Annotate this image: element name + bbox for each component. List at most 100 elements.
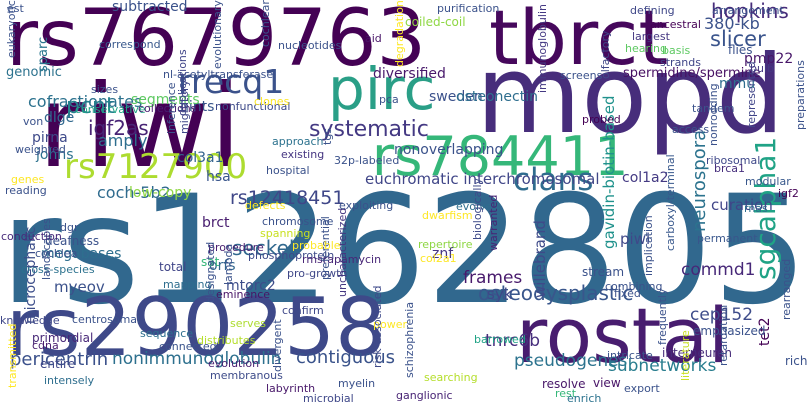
word-frequently: frequently bbox=[656, 288, 669, 346]
word-chromosome: chromosome bbox=[262, 215, 334, 228]
word-bulb: bulb bbox=[750, 62, 774, 75]
word-distributes: distributes bbox=[197, 334, 256, 347]
word-access: access bbox=[672, 123, 710, 136]
word-largest: largest bbox=[632, 30, 670, 43]
word-preparations: preparations bbox=[794, 60, 807, 130]
word-riwi: riwi bbox=[38, 60, 242, 193]
word-pro-growth: pro-growth bbox=[287, 267, 348, 280]
word-probed: probed bbox=[582, 113, 621, 126]
word-rest: rest bbox=[555, 387, 577, 400]
word-380-kb: 380-kb bbox=[704, 14, 760, 33]
word-combining: combining bbox=[605, 280, 663, 293]
word-von: von bbox=[23, 115, 44, 128]
word-export: export bbox=[624, 382, 660, 395]
word-col2a1: col2a1 bbox=[420, 252, 457, 265]
word-dwarfism: dwarfism bbox=[422, 209, 473, 222]
word-pseudogenes: pseudogenes bbox=[514, 351, 628, 371]
word-degradation: degradation bbox=[393, 0, 406, 67]
word-spanning: spanning bbox=[260, 227, 311, 240]
word-pirna: pirna bbox=[32, 130, 68, 146]
word-cross-species: cross-species bbox=[21, 263, 95, 276]
word-sat: sat bbox=[201, 255, 220, 269]
word-confirm: confirm bbox=[282, 304, 324, 317]
word-ribosomal: ribosomal bbox=[706, 154, 761, 167]
word-32p-labeled: 32p-labeled bbox=[334, 154, 400, 167]
word-willebrand: willebrand bbox=[531, 220, 549, 298]
word-dlge: dlge bbox=[44, 110, 75, 126]
word-implication: implication bbox=[642, 215, 655, 276]
word-genomic: genomic bbox=[6, 65, 62, 80]
word-stream: stream bbox=[582, 265, 625, 279]
word-ganglionic: ganglionic bbox=[396, 389, 453, 402]
word-znf: znf bbox=[432, 246, 454, 262]
word-lambda: lambda bbox=[222, 243, 235, 285]
word-migratory: migratory bbox=[178, 79, 191, 134]
word-clones: clones bbox=[254, 95, 290, 108]
word-hospital: hospital bbox=[266, 164, 310, 177]
word-retardation: retardation bbox=[717, 304, 730, 366]
word-myelin: myelin bbox=[338, 377, 376, 390]
word-col3a1: col3a1 bbox=[177, 150, 224, 166]
word-frames: frames bbox=[463, 268, 523, 288]
word-orfs: orfs bbox=[209, 258, 236, 274]
word-power: power bbox=[373, 318, 407, 331]
word-deafness: deafness bbox=[45, 234, 100, 248]
word-sparc: sparc bbox=[36, 36, 51, 72]
word-strands: strands bbox=[660, 56, 701, 69]
word-myeov: myeov bbox=[54, 278, 105, 296]
word-hearing: hearing bbox=[625, 42, 668, 55]
word-subtracted: subtracted bbox=[112, 0, 188, 15]
word-probable: probable bbox=[292, 239, 341, 252]
word-igf2: igf2 bbox=[778, 187, 799, 200]
word-euchromatic-interchromosomal: euchromatic interchromosomal bbox=[365, 170, 600, 188]
word-cofractionates: cofractionates bbox=[28, 92, 143, 111]
word-knowledge: knowledge bbox=[0, 314, 60, 327]
word-cochlear: cochlear bbox=[259, 0, 272, 47]
word-biologically: biologically bbox=[471, 177, 484, 240]
word-searching: searching bbox=[424, 371, 478, 384]
word-ancestral: ancestral bbox=[650, 18, 701, 31]
word-syk: syk bbox=[487, 285, 513, 303]
word-pcnt: pcnt bbox=[66, 94, 115, 119]
word-resolve: resolve bbox=[542, 377, 586, 391]
word-evolution: evolution bbox=[208, 357, 260, 370]
word-seckel: seckel bbox=[232, 236, 295, 260]
word-eminence: eminence bbox=[216, 288, 271, 301]
word-conservative: conservative bbox=[75, 103, 146, 116]
word-hsa: hsa bbox=[206, 169, 231, 185]
word-tnrc6b: tnrc6b bbox=[485, 331, 541, 351]
word-mmu: mmu bbox=[719, 76, 756, 92]
word-mopd: mopd bbox=[476, 33, 785, 158]
word-carboxyl-terminal: carboxyl-terminal bbox=[664, 154, 677, 251]
word-collections: collections bbox=[138, 102, 197, 115]
word-amply: amply bbox=[98, 131, 148, 150]
word-commd1: commd1 bbox=[681, 260, 756, 280]
word-defects: defects bbox=[245, 199, 286, 212]
word-rmsrapamycin: rmsrapamycin bbox=[302, 253, 382, 266]
word-systematic: systematic bbox=[309, 117, 429, 142]
word-tgs: tgs bbox=[321, 127, 334, 145]
word-intensely: intensely bbox=[44, 374, 95, 387]
word-rich: rich bbox=[785, 354, 808, 368]
word-transmitted: transmitted bbox=[6, 323, 19, 388]
word-fixed: fixed bbox=[614, 287, 641, 300]
word-coiled-coil: coiled-coil bbox=[405, 15, 466, 29]
word-rearranged: rearranged bbox=[780, 258, 793, 320]
word-arrangement: arrangement bbox=[712, 4, 784, 17]
word-sweden: sweden bbox=[429, 89, 483, 105]
word-membranous: membranous bbox=[210, 369, 283, 382]
word-sequence: sequence bbox=[140, 327, 194, 340]
word-spermidine-spermine: spermidine/spermine bbox=[623, 66, 761, 81]
word-genes: genes bbox=[11, 173, 45, 186]
word-tbrct: tbrct bbox=[489, 0, 669, 82]
word-connected: connected bbox=[159, 340, 217, 353]
word-hopkins: hopkins bbox=[711, 0, 789, 23]
word-rs7679763: rs7679763 bbox=[6, 0, 427, 84]
word-total: total bbox=[159, 260, 187, 274]
word-existing: existing bbox=[281, 148, 325, 161]
word-literature: literature bbox=[679, 330, 692, 381]
word-contiguous: contiguous bbox=[296, 347, 396, 368]
word-osteodysplastic: osteodysplastic bbox=[478, 281, 634, 305]
word-sizes: sizes bbox=[91, 83, 119, 96]
